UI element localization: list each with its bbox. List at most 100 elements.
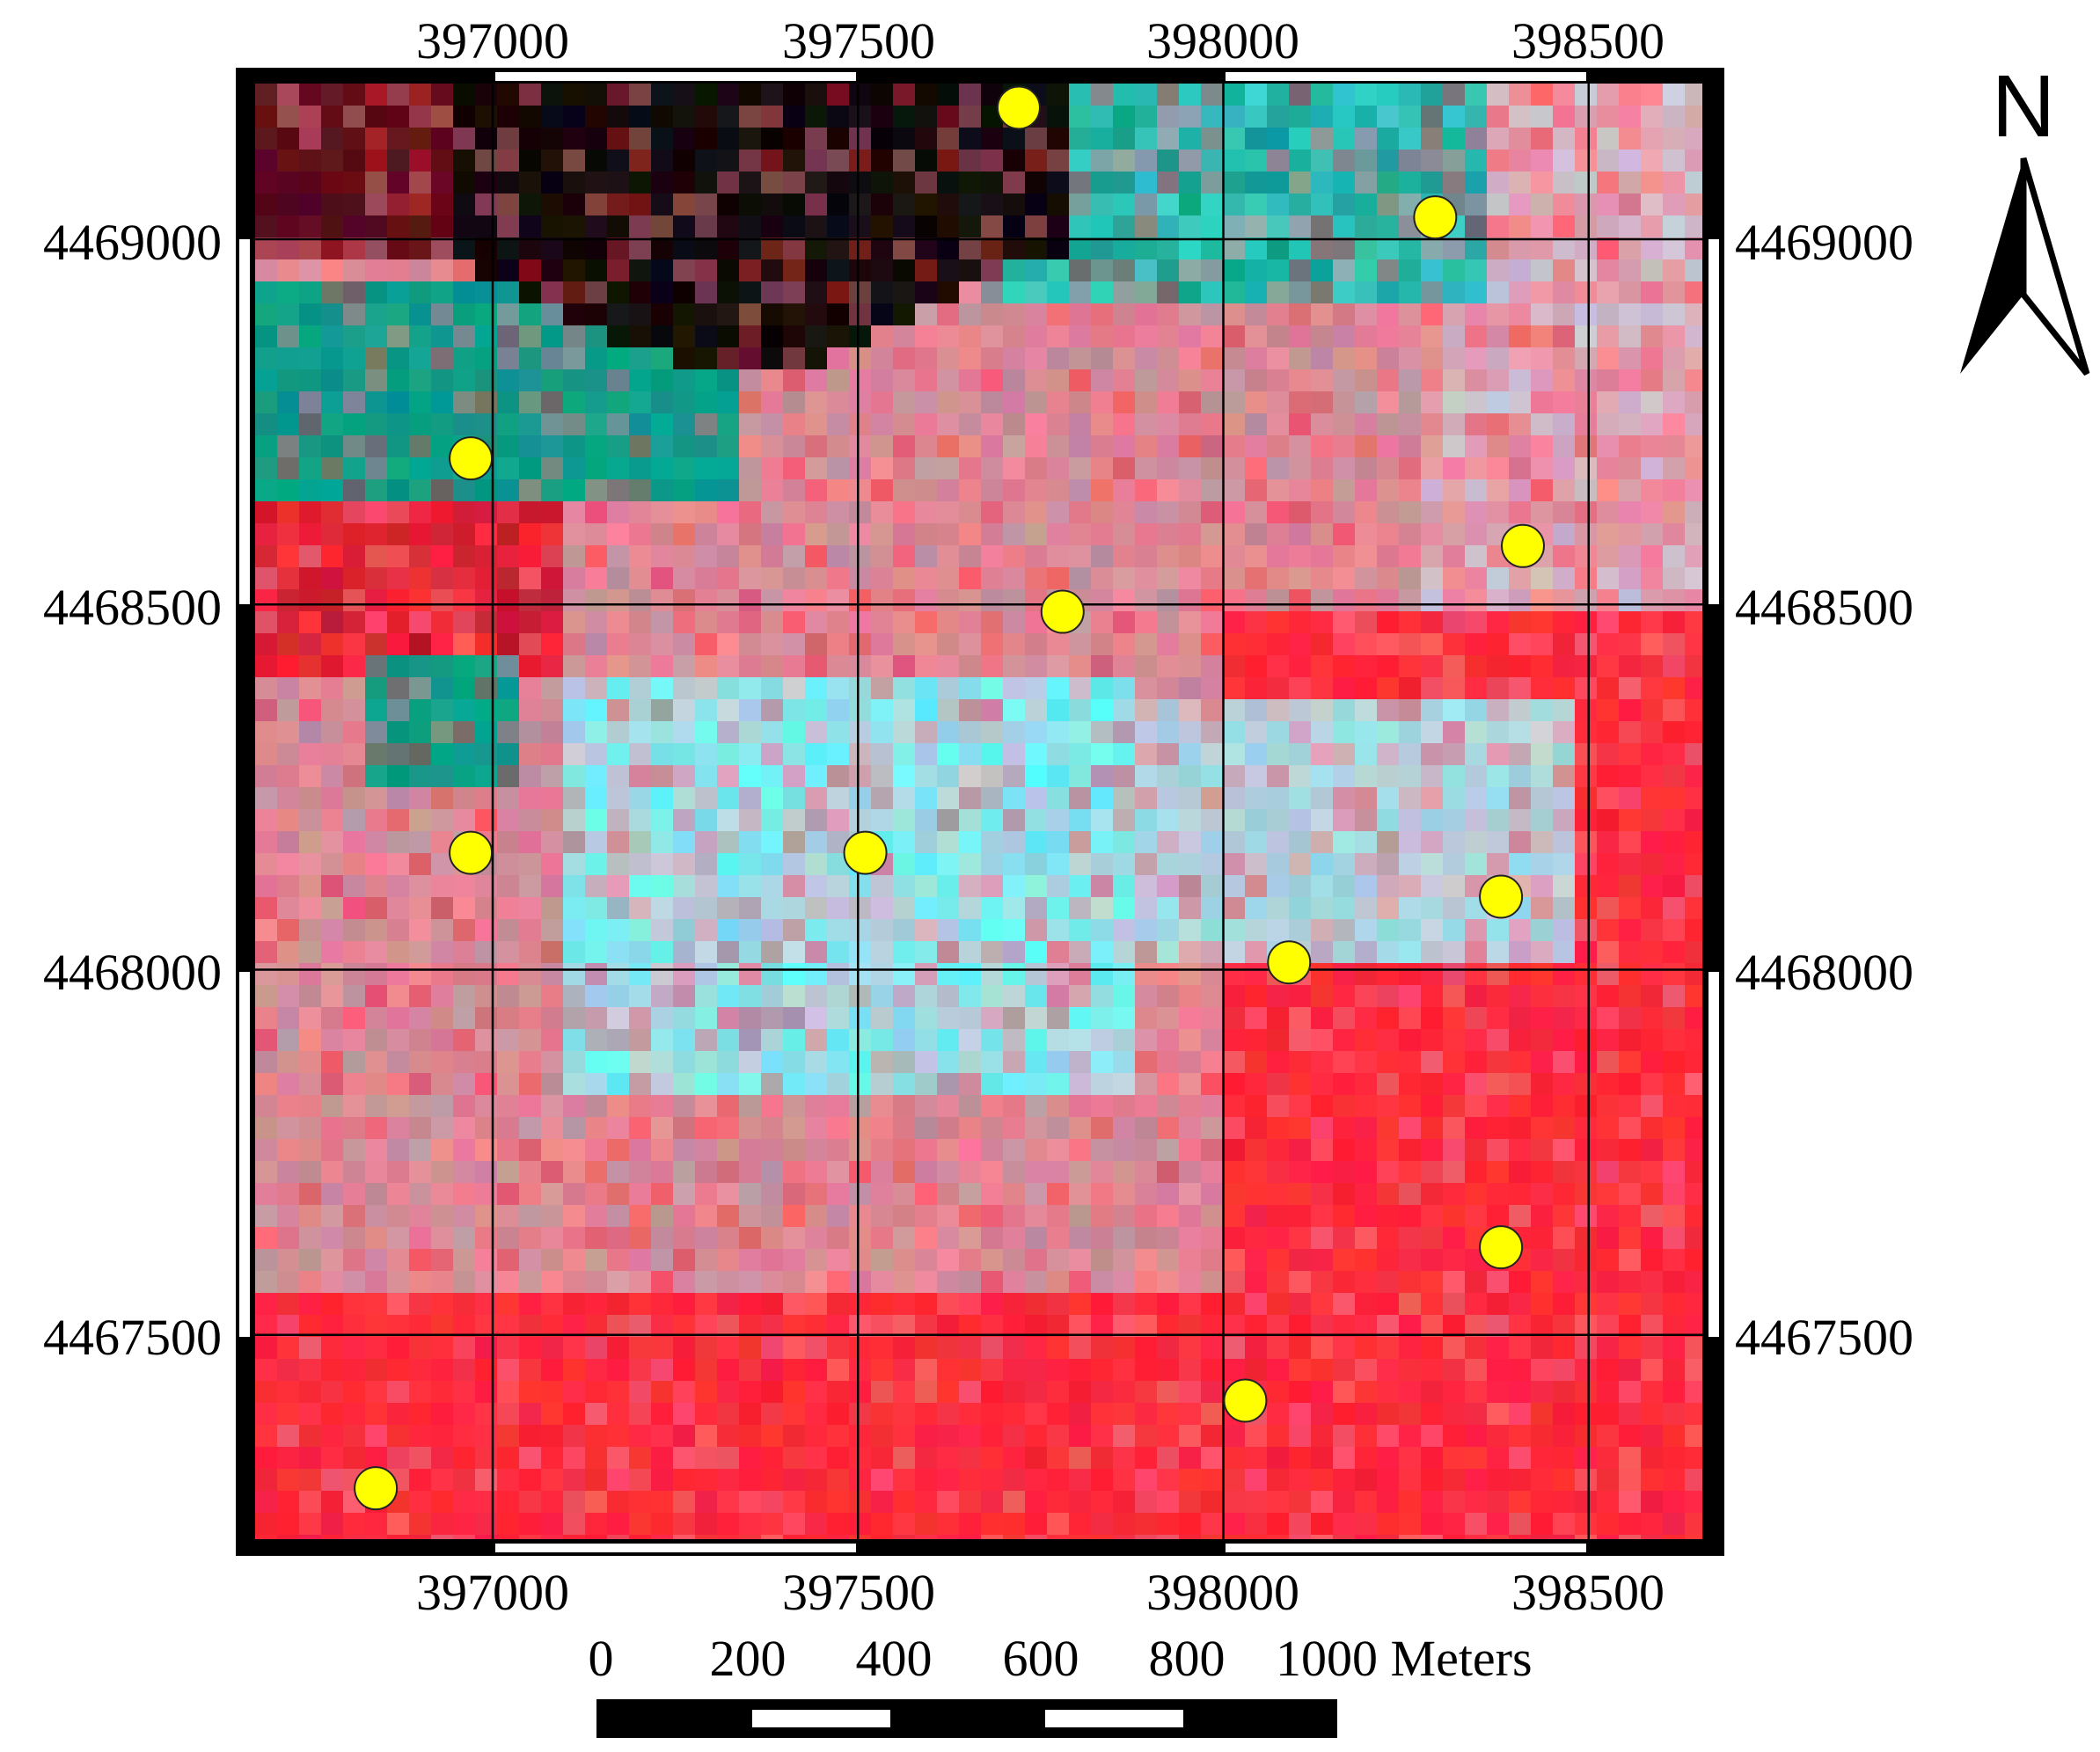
imagery-pixel [1377,479,1400,502]
imagery-pixel [849,237,872,260]
imagery-pixel [893,1447,916,1470]
imagery-pixel [1201,215,1224,238]
imagery-pixel [519,941,542,964]
imagery-pixel [1223,545,1246,568]
imagery-pixel [981,1051,1004,1074]
imagery-pixel [1179,259,1202,282]
imagery-pixel [1443,1029,1466,1052]
imagery-pixel [1487,831,1510,854]
imagery-pixel [519,479,542,502]
imagery-pixel [717,150,740,172]
x-tick-bottom-3: 398000 [1146,1564,1299,1621]
imagery-pixel [1091,1051,1114,1074]
imagery-pixel [783,435,806,458]
imagery-pixel [1597,1249,1620,1272]
imagery-pixel [343,501,366,524]
imagery-pixel [519,435,542,458]
imagery-pixel [541,677,564,700]
imagery-pixel [1465,985,1488,1008]
imagery-pixel [431,369,454,392]
imagery-pixel [1509,1051,1532,1074]
imagery-pixel [1267,721,1290,744]
imagery-pixel [1245,655,1268,678]
sample-point-9 [1267,940,1312,985]
imagery-pixel [739,897,762,920]
imagery-pixel [1157,721,1180,744]
imagery-pixel [1113,1007,1136,1030]
imagery-pixel [277,172,300,194]
imagery-pixel [343,919,366,942]
imagery-pixel [321,128,344,150]
imagery-pixel [915,1271,938,1294]
imagery-pixel [1685,1403,1702,1426]
imagery-pixel [937,1205,960,1228]
imagery-pixel [1597,1007,1620,1030]
imagery-pixel [739,677,762,700]
imagery-pixel [805,985,828,1008]
imagery-pixel [1047,1381,1070,1404]
imagery-pixel [651,1535,674,1539]
imagery-pixel [387,1227,410,1250]
imagery-pixel [937,435,960,458]
imagery-pixel [1597,1293,1620,1316]
imagery-pixel [1223,875,1246,898]
imagery-pixel [651,633,674,656]
imagery-pixel [893,1227,916,1250]
imagery-pixel [1465,523,1488,546]
imagery-pixel [431,215,454,238]
imagery-pixel [673,765,696,788]
imagery-pixel [1443,1403,1466,1426]
imagery-pixel [783,633,806,656]
imagery-pixel [1069,1051,1092,1074]
imagery-pixel [321,1293,344,1316]
imagery-pixel [959,1139,982,1162]
imagery-pixel [1443,1051,1466,1074]
imagery-pixel [1597,1513,1620,1536]
imagery-pixel [1597,1447,1620,1470]
imagery-pixel [1289,1293,1312,1316]
imagery-pixel [981,281,1004,304]
imagery-pixel [365,721,388,744]
imagery-pixel [871,1337,894,1360]
imagery-pixel [1267,259,1290,282]
imagery-pixel [1025,1029,1048,1052]
imagery-pixel [1553,1359,1576,1382]
imagery-pixel [629,1161,652,1184]
imagery-pixel [277,457,300,480]
imagery-pixel [1025,1249,1048,1272]
imagery-pixel [1135,1249,1158,1272]
imagery-pixel [453,963,476,986]
imagery-pixel [1355,567,1378,590]
imagery-pixel [805,765,828,788]
imagery-pixel [1245,1469,1268,1492]
imagery-pixel [1597,303,1620,326]
imagery-pixel [1091,611,1114,634]
imagery-pixel [1399,172,1422,194]
imagery-pixel [519,215,542,238]
imagery-pixel [607,1359,630,1382]
imagery-pixel [1091,435,1114,458]
imagery-pixel [563,1403,586,1426]
imagery-pixel [1047,699,1070,722]
imagery-pixel [761,765,784,788]
imagery-pixel [805,1051,828,1074]
imagery-pixel [827,611,850,634]
imagery-pixel [915,172,938,194]
imagery-pixel [1157,237,1180,260]
imagery-pixel [431,765,454,788]
imagery-pixel [717,303,740,326]
imagery-pixel [893,897,916,920]
imagery-pixel [805,1425,828,1448]
imagery-pixel [1047,1491,1070,1514]
imagery-pixel [1201,435,1224,458]
imagery-pixel [1333,831,1356,854]
imagery-pixel [1289,172,1312,194]
imagery-pixel [1399,1205,1422,1228]
imagery-pixel [1179,1161,1202,1184]
imagery-pixel [607,413,630,436]
imagery-pixel [585,1469,608,1492]
imagery-pixel [1135,1491,1158,1514]
imagery-pixel [717,413,740,436]
imagery-pixel [365,1095,388,1118]
imagery-pixel [805,809,828,832]
